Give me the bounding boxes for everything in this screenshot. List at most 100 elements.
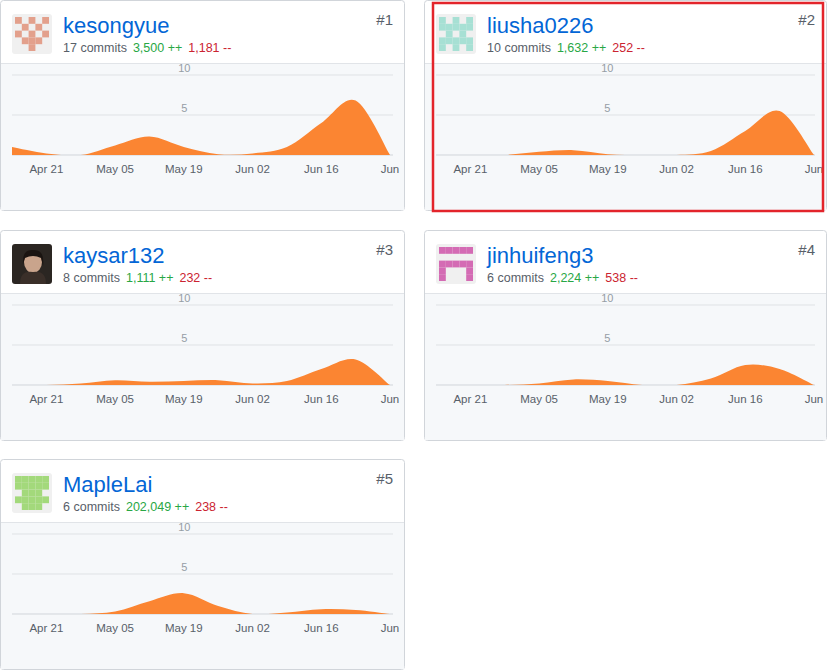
chart-background <box>1 522 404 669</box>
contributor-name[interactable]: liusha0226 <box>487 13 593 38</box>
y-tick-label: 5 <box>181 102 187 114</box>
x-tick-label: May 05 <box>96 393 134 405</box>
commits-area <box>436 364 814 385</box>
plot-area <box>12 100 390 155</box>
x-tick-label: May 19 <box>165 393 203 405</box>
x-tick-label: May 19 <box>589 393 627 405</box>
deletions: 252 -- <box>612 41 645 55</box>
grid-line <box>12 345 393 346</box>
contributor-card: jinhuifeng3 #4 6 commits2,224 ++538 -- 5 10 A… <box>425 231 827 441</box>
chart-background <box>1 63 404 210</box>
additions: 202,049 ++ <box>126 500 189 514</box>
highlight-box <box>433 3 823 211</box>
avatar[interactable] <box>12 473 52 513</box>
deletions: 538 -- <box>605 271 638 285</box>
avatar[interactable] <box>436 14 476 54</box>
x-tick-label: Jun 16 <box>728 163 763 175</box>
x-tick-label: Jun 02 <box>235 393 270 405</box>
x-tick-label: Jun <box>805 393 824 405</box>
x-tick-label: Jun 02 <box>235 622 270 634</box>
y-tick-label: 10 <box>601 292 613 304</box>
x-tick-label: May 05 <box>96 622 134 634</box>
card-frame <box>425 1 827 211</box>
contributor-card: liusha0226 #2 10 commits 1,632 ++ 252 -- 5 10 A… <box>425 1 827 212</box>
x-tick-label: May 19 <box>589 163 627 175</box>
deletions: 238 -- <box>195 500 228 514</box>
x-tick-label: Jun 16 <box>304 393 339 405</box>
x-tick-label: Jun 16 <box>304 163 339 175</box>
x-tick-label: May 05 <box>520 163 558 175</box>
commit-stats: 17 commits 3,500 ++ 1,181 -- <box>63 41 231 55</box>
x-tick-label: Apr 21 <box>29 163 63 175</box>
contributor-name[interactable]: kesongyue <box>63 13 169 38</box>
commit-count: 8 commits <box>63 271 120 285</box>
card-frame <box>1 231 405 441</box>
contributor-name[interactable]: jinhuifeng3 <box>486 243 593 268</box>
x-tick-label: Jun <box>381 163 400 175</box>
commits-area <box>12 100 390 155</box>
y-tick-label: 5 <box>604 332 610 344</box>
header-divider <box>425 63 826 64</box>
chart-background <box>425 63 826 210</box>
grid-line <box>436 115 815 116</box>
plot-area <box>12 359 390 385</box>
x-tick-label: May 05 <box>96 163 134 175</box>
plot-area <box>436 364 814 385</box>
avatar[interactable] <box>12 14 52 54</box>
card-frame <box>425 231 827 441</box>
additions: 3,500 ++ <box>133 41 182 55</box>
contributor-name[interactable]: kaysar132 <box>63 243 165 268</box>
commits-area <box>12 593 390 614</box>
plot-area <box>436 110 814 155</box>
commits-area <box>436 110 814 155</box>
x-tick-label: May 19 <box>165 622 203 634</box>
additions: 1,111 ++ <box>126 271 174 285</box>
y-tick-label: 5 <box>604 102 610 114</box>
x-tick-label: May 19 <box>165 163 203 175</box>
x-tick-label: Jun 02 <box>235 163 270 175</box>
chart-background <box>425 293 826 440</box>
x-tick-label: Jun <box>381 622 400 634</box>
deletions: 1,181 -- <box>188 41 231 55</box>
grid-line <box>12 534 393 535</box>
commits-area <box>12 359 390 385</box>
grid-line <box>12 305 393 306</box>
y-tick-label: 10 <box>601 62 613 74</box>
y-tick-label: 10 <box>178 521 190 533</box>
commit-stats: 6 commits 202,049 ++ 238 -- <box>63 500 228 514</box>
deletions: 232 -- <box>179 271 212 285</box>
rank: #3 <box>376 241 393 258</box>
y-tick-label: 5 <box>181 332 187 344</box>
contributor-name[interactable]: MapleLai <box>63 472 152 497</box>
header-divider <box>1 522 404 523</box>
contributor-card: MapleLai#56 commits202,049 ++238 --510Ap… <box>1 460 405 670</box>
y-tick-label: 10 <box>178 292 190 304</box>
plot-area <box>12 593 390 614</box>
x-tick-label: Jun <box>805 163 824 175</box>
commit-count: 6 commits <box>63 500 120 514</box>
card-frame <box>1 1 405 211</box>
additions: 1,632 ++ <box>557 41 606 55</box>
rank: #2 <box>798 11 815 28</box>
contributor-card: kesongyue#117 commits3,500 ++1,181 --510… <box>1 1 405 211</box>
rank: #1 <box>376 11 393 28</box>
y-tick-label: 5 <box>181 561 187 573</box>
commit-stats: 6 commits2,224 ++538 -- <box>487 271 638 285</box>
avatar[interactable] <box>436 244 476 284</box>
page: kesongyue #1 17 commits 3,500 ++ 1,181 -- 5 10… <box>0 0 830 671</box>
rank: #4 <box>798 241 815 258</box>
commit-count: 10 commits <box>487 41 551 55</box>
avatar[interactable] <box>12 244 52 284</box>
grid-line <box>12 75 393 76</box>
x-tick-label: Jun 16 <box>728 393 763 405</box>
header-divider <box>1 293 404 294</box>
rank: #5 <box>376 470 393 487</box>
x-tick-label: Jun 16 <box>304 622 339 634</box>
grid-line <box>436 305 815 306</box>
card-frame <box>1 460 405 670</box>
grid-line <box>436 345 815 346</box>
x-tick-label: Apr 21 <box>453 163 487 175</box>
commit-count: 17 commits <box>63 41 127 55</box>
x-tick-label: Apr 21 <box>453 393 487 405</box>
x-tick-label: Apr 21 <box>29 393 63 405</box>
